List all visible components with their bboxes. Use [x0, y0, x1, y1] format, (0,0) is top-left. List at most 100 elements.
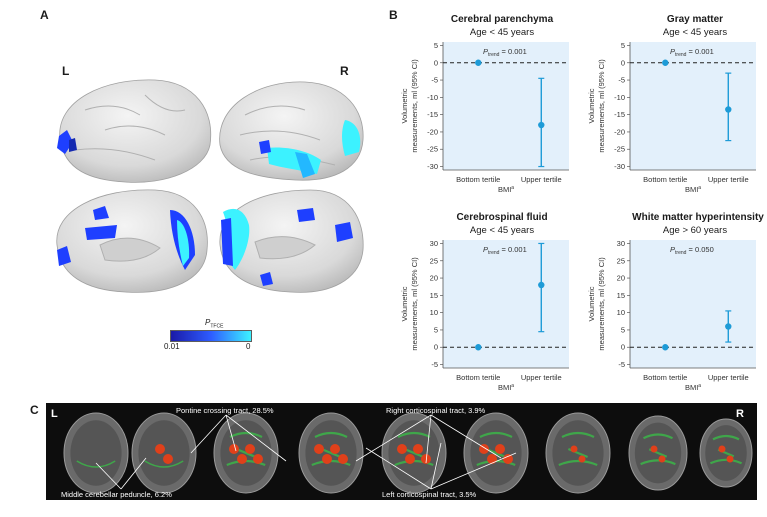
y-tick-label: -25	[427, 145, 438, 154]
right-lateral-hemisphere	[219, 81, 364, 181]
chart-gray-matter: 5 0 -5 -10 -15 -20 -25 -30 Ptrend = 0.001 Bottom …	[587, 41, 756, 194]
significant-cluster	[487, 454, 497, 464]
annotation-right-cst: Right corticospinal tract, 3.9%	[386, 406, 486, 415]
significant-cluster	[322, 454, 332, 464]
chart-white-matter-hyperintensity: 30 25 20 15 10 5 0 -5 Ptrend = 0.050 Bottom terti…	[587, 239, 756, 392]
y-axis-label-line1: Volumetric	[587, 88, 596, 123]
chart-3-subtitle: Age < 45 years	[469, 225, 535, 236]
x-tick-label: Bottom tertile	[456, 175, 500, 184]
chart-1-subtitle: Age < 45 years	[469, 27, 535, 38]
left-lateral-hemisphere	[57, 79, 212, 183]
x-tick-label: Bottom tertile	[456, 373, 500, 382]
white-matter-tract	[144, 460, 184, 468]
y-axis-label-line2: measurements, ml (95% CI)	[597, 59, 606, 153]
y-tick-label: -30	[427, 162, 438, 171]
p-trend-label: Ptrend = 0.001	[670, 47, 714, 58]
significant-cluster	[330, 444, 340, 454]
y-tick-label: -20	[614, 127, 625, 136]
axial-slices-svg: Pontine crossing tract, 28.5% Right cort…	[51, 406, 753, 499]
x-tick-label: Bottom tertile	[643, 175, 687, 184]
significant-cluster	[479, 444, 489, 454]
annotation-leader-lines	[95, 414, 517, 490]
significant-cluster	[413, 444, 423, 454]
significant-cluster	[397, 444, 407, 454]
data-point	[725, 323, 732, 330]
chart-3-title: Cerebrospinal fluid	[456, 212, 548, 223]
plot-area	[443, 42, 569, 170]
chart-1-title: Cerebral parenchyma	[450, 14, 554, 25]
plot-area	[443, 240, 569, 368]
x-axis-label: BMIa	[685, 185, 701, 194]
slice-inner	[70, 420, 122, 486]
significant-cluster	[405, 454, 415, 464]
annotation-left-cst: Left corticospinal tract, 3.5%	[382, 490, 477, 499]
y-tick-label: -5	[431, 76, 438, 85]
chart-2-subtitle: Age < 45 years	[662, 27, 728, 38]
strip-right-label: R	[736, 408, 744, 420]
y-tick-label: 5	[434, 41, 438, 50]
y-tick-label: 0	[621, 58, 625, 67]
y-tick-label: 0	[621, 343, 625, 352]
y-tick-label: 25	[617, 256, 625, 265]
y-tick-label: -10	[427, 93, 438, 102]
panel-label-c: C	[30, 403, 39, 417]
significant-cluster	[650, 445, 658, 453]
y-axis-label-line2: measurements, ml (95% CI)	[597, 257, 606, 351]
y-tick-label: 25	[430, 256, 438, 265]
colorbar-min-label: 0.01	[164, 342, 180, 351]
chart-cerebral-parenchyma: 5 0 -5 -10 -15 -20 -25 -30 Ptrend = 0.001 Bottom …	[400, 41, 569, 194]
data-point	[475, 59, 482, 66]
significant-cluster	[338, 454, 348, 464]
y-axis-label-line1: Volumetric	[587, 286, 596, 321]
x-tick-label: Upper tertile	[521, 373, 562, 382]
colorbar	[170, 330, 252, 342]
chart-4-subtitle: Age > 60 years	[662, 225, 728, 236]
chart-4-title: White matter hyperintensity	[632, 212, 764, 223]
data-point	[475, 344, 482, 351]
x-tick-label: Upper tertile	[521, 175, 562, 184]
y-tick-label: 20	[430, 274, 438, 283]
significant-cluster	[503, 454, 513, 464]
significant-cluster	[578, 455, 586, 463]
x-axis-label: BMIa	[498, 383, 514, 392]
panel-label-b: B	[389, 8, 398, 22]
significant-cluster	[726, 455, 734, 463]
significant-cluster	[155, 444, 165, 454]
y-tick-label: -5	[618, 76, 625, 85]
significant-cluster	[495, 444, 505, 454]
brain-surface-renderings	[56, 79, 364, 293]
significant-cluster	[718, 445, 726, 453]
y-tick-label: -5	[618, 360, 625, 369]
y-tick-label: 5	[621, 41, 625, 50]
data-point	[538, 281, 545, 289]
white-matter-tract	[76, 460, 116, 468]
right-medial-hemisphere	[219, 189, 364, 293]
chart-cerebrospinal-fluid: 30 25 20 15 10 5 0 -5 Ptrend = 0.001 Bottom terti…	[400, 239, 569, 392]
y-axis-label-line2: measurements, ml (95% CI)	[410, 257, 419, 351]
y-tick-label: 30	[617, 239, 625, 248]
y-tick-label: -15	[427, 110, 438, 119]
data-point	[538, 121, 545, 129]
y-tick-label: -5	[431, 360, 438, 369]
y-tick-label: -15	[614, 110, 625, 119]
chart-2-title: Gray matter	[666, 14, 724, 25]
y-tick-label: 0	[434, 343, 438, 352]
y-tick-label: 0	[434, 58, 438, 67]
significant-cluster	[229, 444, 239, 454]
significant-cluster	[237, 454, 247, 464]
strip-left-label: L	[51, 408, 58, 420]
right-hemisphere-label: R	[340, 64, 349, 78]
plot-area	[630, 42, 756, 170]
slice-inner	[138, 420, 190, 486]
annotation-mcp: Middle cerebellar peduncle, 6.2%	[61, 490, 172, 499]
significant-cluster	[245, 444, 255, 454]
y-axis-label-line1: Volumetric	[400, 286, 409, 321]
x-tick-label: Upper tertile	[708, 373, 749, 382]
data-point	[662, 59, 669, 66]
y-tick-label: 10	[617, 308, 625, 317]
significant-cluster	[314, 444, 324, 454]
x-tick-label: Bottom tertile	[643, 373, 687, 382]
y-tick-label: -25	[614, 145, 625, 154]
y-tick-label: 20	[617, 274, 625, 283]
y-tick-label: 15	[617, 291, 625, 300]
